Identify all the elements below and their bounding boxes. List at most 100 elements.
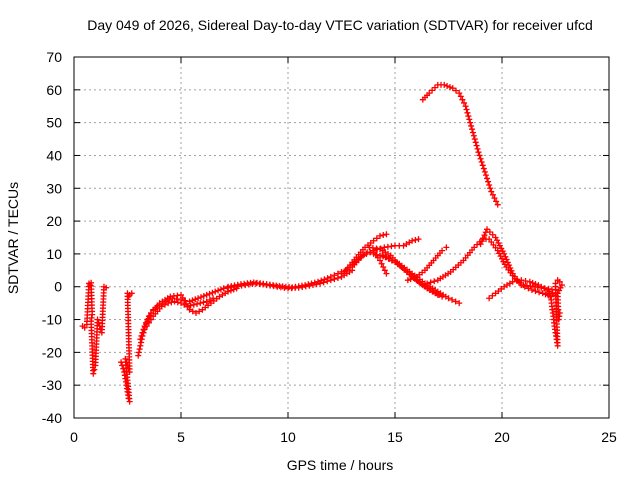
- data-point: [424, 280, 431, 287]
- data-point: [370, 237, 377, 244]
- data-point: [488, 188, 495, 195]
- data-point: [231, 282, 238, 289]
- data-point: [136, 346, 143, 353]
- data-point: [91, 366, 98, 373]
- data-point: [486, 229, 493, 236]
- data-point: [467, 119, 474, 126]
- data-point: [311, 279, 318, 286]
- data-point: [90, 370, 97, 377]
- data-point: [120, 365, 127, 372]
- data-point: [463, 106, 470, 113]
- data-point: [486, 295, 493, 302]
- data-point: [327, 273, 334, 280]
- y-tick-label: 40: [46, 147, 62, 163]
- data-point: [464, 109, 471, 116]
- data-point: [195, 295, 202, 302]
- data-point: [481, 168, 488, 175]
- data-point: [503, 256, 510, 263]
- data-point: [474, 145, 481, 152]
- data-point: [489, 231, 496, 238]
- series-early-scatter: [79, 279, 110, 377]
- chart-title: Day 049 of 2026, Sidereal Day-to-day VTE…: [87, 17, 593, 33]
- data-point: [485, 178, 492, 185]
- data-point: [494, 201, 501, 208]
- data-point: [225, 283, 232, 290]
- data-point: [489, 292, 496, 299]
- y-tick-label: 50: [46, 115, 62, 131]
- data-point: [426, 90, 433, 97]
- data-point: [449, 296, 456, 303]
- series-end-tail: [546, 277, 565, 349]
- data-point: [431, 84, 438, 91]
- data-point: [135, 349, 142, 356]
- data-point: [484, 226, 491, 233]
- data-point: [506, 262, 513, 269]
- data-point: [412, 236, 419, 243]
- data-point: [480, 165, 487, 172]
- data-point: [526, 278, 533, 285]
- data-point: [466, 116, 473, 123]
- data-point: [186, 306, 193, 313]
- series-arc-rise-c: [139, 285, 240, 336]
- data-point: [407, 276, 414, 283]
- data-point: [378, 260, 385, 267]
- data-point: [228, 283, 235, 290]
- series-low-burst: [118, 290, 135, 405]
- data-point: [521, 283, 528, 290]
- data-point: [137, 336, 144, 343]
- data-point: [469, 126, 476, 133]
- data-point: [314, 278, 321, 285]
- y-tick-label: 0: [54, 279, 62, 295]
- data-point: [410, 274, 417, 281]
- data-point: [482, 172, 489, 179]
- data-point: [373, 235, 380, 242]
- data-point: [452, 87, 459, 94]
- data-point: [484, 175, 491, 182]
- data-point: [370, 250, 377, 257]
- data-point: [556, 278, 563, 285]
- data-point: [128, 290, 135, 297]
- x-tick-label: 0: [70, 429, 78, 445]
- data-point: [487, 185, 494, 192]
- data-point: [471, 244, 478, 251]
- data-point: [462, 103, 469, 110]
- data-point: [206, 290, 213, 297]
- data-point: [381, 267, 388, 274]
- data-point: [539, 290, 546, 297]
- data-point: [536, 289, 543, 296]
- data-point: [217, 286, 224, 293]
- data-point: [203, 298, 210, 305]
- data-point: [146, 312, 153, 319]
- plot-frame: [73, 56, 610, 419]
- data-point: [522, 277, 529, 284]
- data-point: [189, 297, 196, 304]
- data-point: [135, 352, 142, 359]
- y-tick-label: 70: [46, 49, 62, 65]
- data-point: [547, 293, 554, 300]
- data-point: [305, 281, 312, 288]
- y-tick-label: -40: [42, 410, 62, 426]
- data-point: [443, 244, 450, 251]
- data-point: [137, 342, 144, 349]
- data-point: [174, 299, 181, 306]
- data-point: [196, 308, 203, 315]
- series-decline-c: [379, 252, 441, 298]
- data-point: [472, 139, 479, 146]
- data-point: [471, 136, 478, 143]
- data-point: [200, 293, 207, 300]
- data-point: [459, 96, 466, 103]
- data-point: [469, 129, 476, 136]
- data-marks: [79, 81, 565, 405]
- data-point: [529, 279, 536, 286]
- data-point: [192, 309, 199, 316]
- data-point: [138, 339, 145, 346]
- data-point: [546, 290, 553, 297]
- data-point: [200, 299, 207, 306]
- data-point: [324, 275, 331, 282]
- data-point: [187, 302, 194, 309]
- data-point: [409, 237, 416, 244]
- data-point: [209, 289, 216, 296]
- data-point: [446, 84, 453, 91]
- x-tick-label: 25: [601, 429, 617, 445]
